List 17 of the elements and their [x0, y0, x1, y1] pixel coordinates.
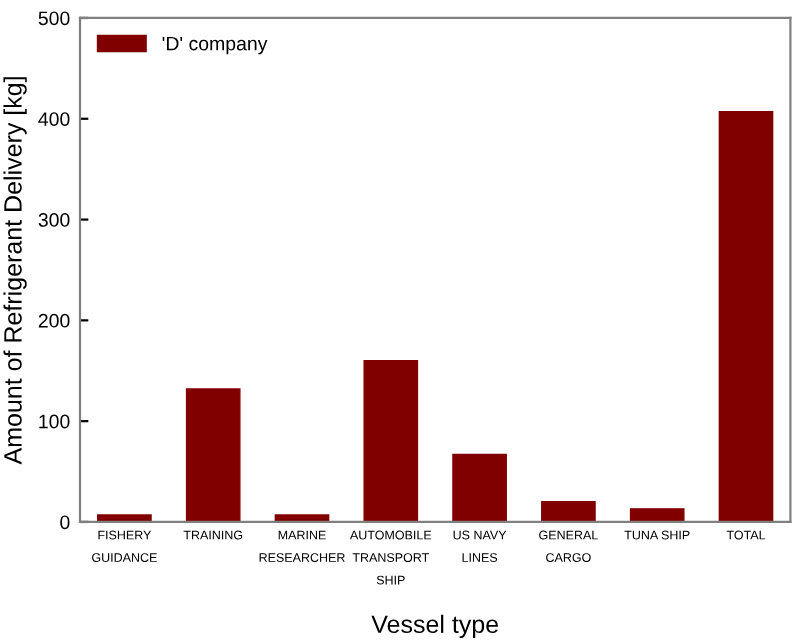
x-axis-title: Vessel type [371, 614, 499, 639]
legend-label: 'D' company [162, 36, 268, 55]
y-tick-label: 100 [39, 414, 70, 429]
bar [629, 508, 685, 522]
bar [274, 514, 330, 522]
y-tick-label: 0 [60, 515, 70, 530]
y-tick-label: 400 [38, 112, 70, 127]
y-tick-label: 200 [38, 313, 70, 328]
bar [718, 111, 774, 522]
y-tick-label: 500 [38, 11, 70, 26]
y-tick-label: 300 [38, 213, 70, 227]
bar [363, 359, 419, 522]
bar [541, 501, 596, 522]
y-axis-title: Amount of Refrigerant Delivery [kg] [3, 77, 27, 465]
bar [452, 453, 507, 522]
bar [97, 514, 152, 522]
bar [185, 388, 241, 522]
